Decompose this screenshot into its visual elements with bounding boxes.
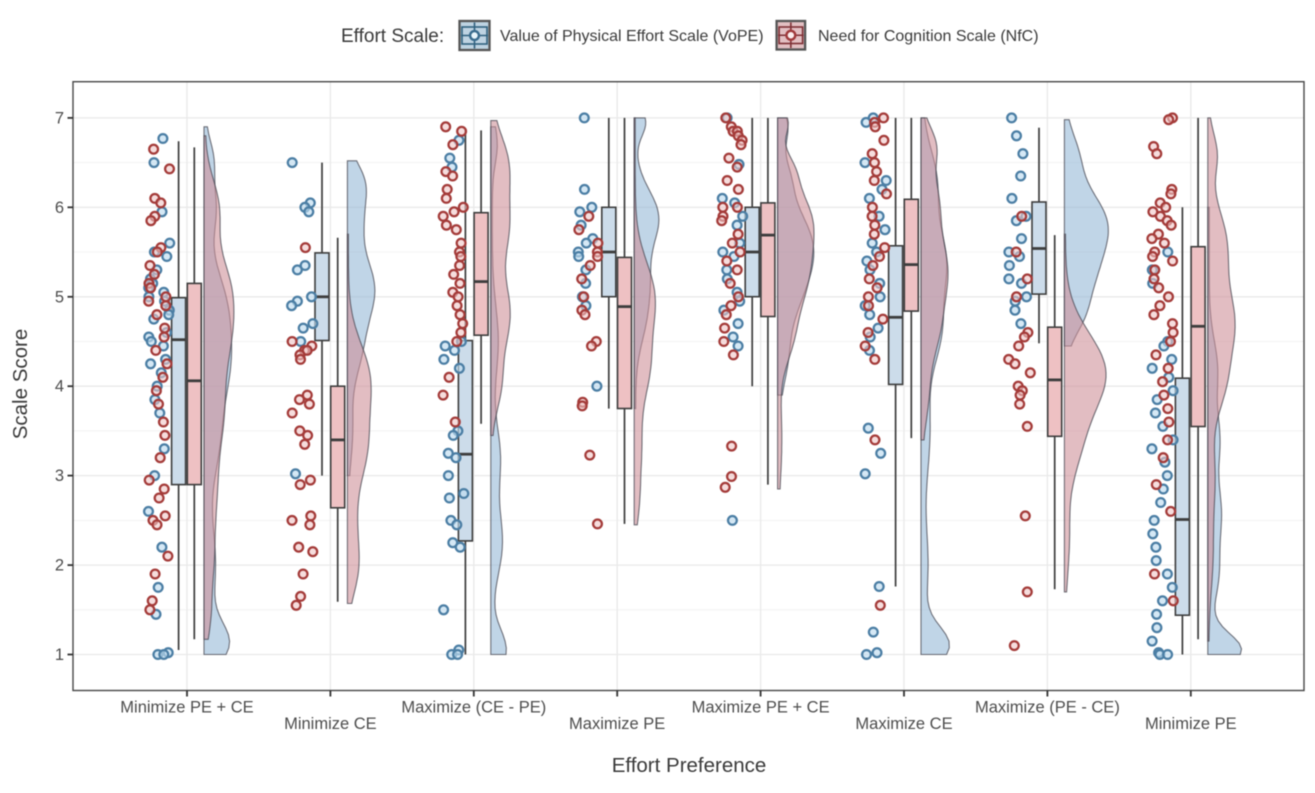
svg-text:Need for Cognition Scale (NfC): Need for Cognition Scale (NfC) [818, 28, 1039, 45]
svg-text:1: 1 [55, 646, 64, 664]
svg-text:5: 5 [55, 288, 64, 306]
svg-text:6: 6 [55, 199, 64, 217]
svg-text:Maximize PE + CE: Maximize PE + CE [692, 699, 830, 717]
svg-text:Scale Score: Scale Score [9, 329, 32, 440]
svg-text:Maximize PE: Maximize PE [569, 715, 665, 733]
svg-text:Value of Physical Effort Scale: Value of Physical Effort Scale (VoPE) [500, 28, 764, 45]
svg-text:Minimize CE: Minimize CE [284, 715, 377, 733]
svg-text:Effort Preference: Effort Preference [612, 754, 767, 777]
svg-text:3: 3 [55, 467, 64, 485]
svg-text:2: 2 [55, 557, 64, 575]
svg-text:Maximize CE: Maximize CE [855, 715, 952, 733]
svg-text:Minimize PE + CE: Minimize PE + CE [120, 699, 253, 717]
svg-text:Minimize PE: Minimize PE [1145, 715, 1237, 733]
svg-text:7: 7 [55, 109, 64, 127]
svg-text:Maximize (PE - CE): Maximize (PE - CE) [975, 699, 1120, 717]
svg-text:Maximize (CE - PE): Maximize (CE - PE) [401, 699, 546, 717]
svg-text:Effort Scale:: Effort Scale: [341, 26, 444, 47]
svg-text:4: 4 [55, 378, 64, 396]
